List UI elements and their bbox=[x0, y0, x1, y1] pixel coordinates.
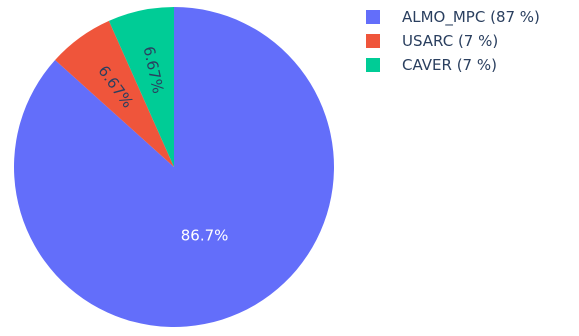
legend-item-caver[interactable]: CAVER (7 %) bbox=[366, 56, 497, 74]
pie-slice-usarc[interactable] bbox=[55, 20, 175, 168]
legend-item-almo-mpc[interactable]: ALMO_MPC (87 %) bbox=[366, 8, 540, 27]
legend-label-usarc: USARC (7 %) bbox=[402, 32, 498, 50]
legend[interactable]: ALMO_MPC (87 %) USARC (7 %) CAVER (7 %) bbox=[366, 8, 540, 74]
pie-slices bbox=[14, 7, 334, 328]
legend-label-almo-mpc: ALMO_MPC (87 %) bbox=[402, 8, 540, 27]
legend-swatch-usarc bbox=[366, 34, 380, 48]
pie-slice-almo-mpc[interactable] bbox=[14, 7, 334, 328]
legend-label-caver: CAVER (7 %) bbox=[402, 56, 497, 74]
legend-swatch-caver bbox=[366, 58, 380, 72]
legend-item-usarc[interactable]: USARC (7 %) bbox=[366, 32, 498, 50]
legend-swatch-almo-mpc bbox=[366, 10, 380, 24]
pie-label-almo-mpc: 86.7% bbox=[181, 227, 229, 245]
pie-slice-caver[interactable] bbox=[108, 7, 174, 167]
